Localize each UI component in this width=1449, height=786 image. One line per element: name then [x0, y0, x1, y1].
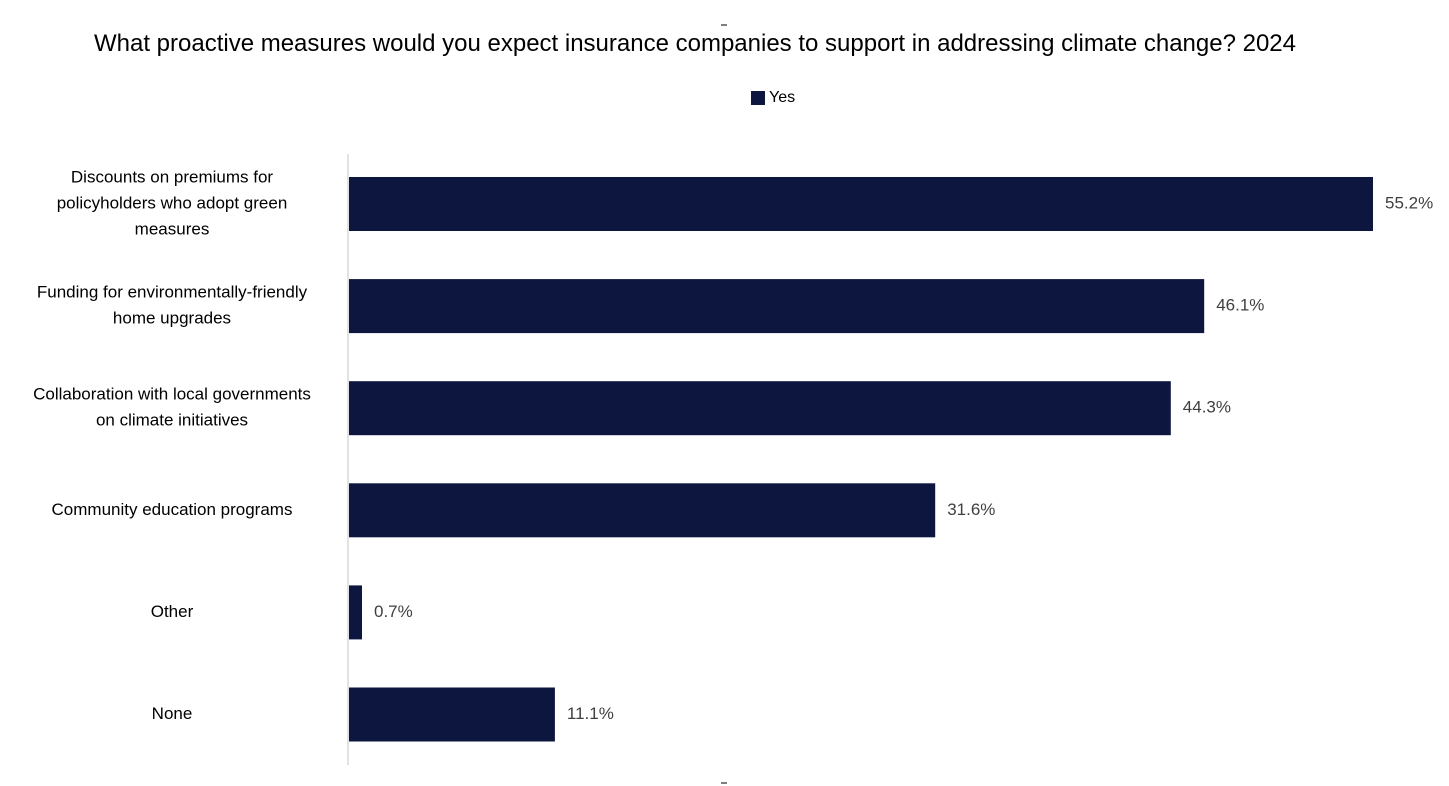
data-label: 46.1% — [1216, 296, 1264, 315]
bar — [349, 279, 1205, 334]
data-label: 31.6% — [947, 500, 995, 519]
category-label-line: on climate initiatives — [96, 411, 248, 430]
chart-title: What proactive measures would you expect… — [93, 30, 1296, 57]
data-label: 55.2% — [1385, 193, 1433, 212]
category-label-line: measures — [135, 219, 210, 238]
category-label: Community education programs — [52, 500, 293, 519]
category-label-line: Funding for environmentally-friendly — [37, 283, 308, 302]
bar — [349, 381, 1171, 436]
legend: Yes — [751, 89, 795, 107]
category-label: Collaboration with local governments on c… — [33, 385, 311, 430]
category-label-line: Collaboration with local governments — [33, 385, 311, 404]
bar — [349, 177, 1373, 231]
bar — [349, 585, 362, 640]
category-label: Funding for environmentally-friendly home… — [37, 283, 308, 328]
category-label: Other — [151, 602, 194, 621]
category-label: None — [152, 704, 193, 723]
category-label-line: Discounts on premiums for — [71, 167, 274, 186]
bar — [349, 483, 936, 538]
frame-handle-bottom — [721, 782, 727, 784]
data-label: 11.1% — [567, 704, 614, 723]
bar — [349, 687, 555, 742]
data-label: 0.7% — [374, 602, 413, 621]
legend-swatch-yes — [751, 91, 765, 105]
category-label-line: home upgrades — [113, 309, 231, 328]
category-label-line: policyholders who adopt green — [57, 193, 288, 212]
category-label-line: Other — [151, 602, 194, 621]
frame-handle-top — [721, 24, 727, 26]
category-label: Discounts on premiums for policyholders w… — [57, 167, 288, 238]
category-label-line: None — [152, 704, 193, 723]
data-label: 44.3% — [1183, 398, 1231, 417]
category-label-line: Community education programs — [52, 500, 293, 519]
legend-label-yes: Yes — [769, 89, 796, 106]
